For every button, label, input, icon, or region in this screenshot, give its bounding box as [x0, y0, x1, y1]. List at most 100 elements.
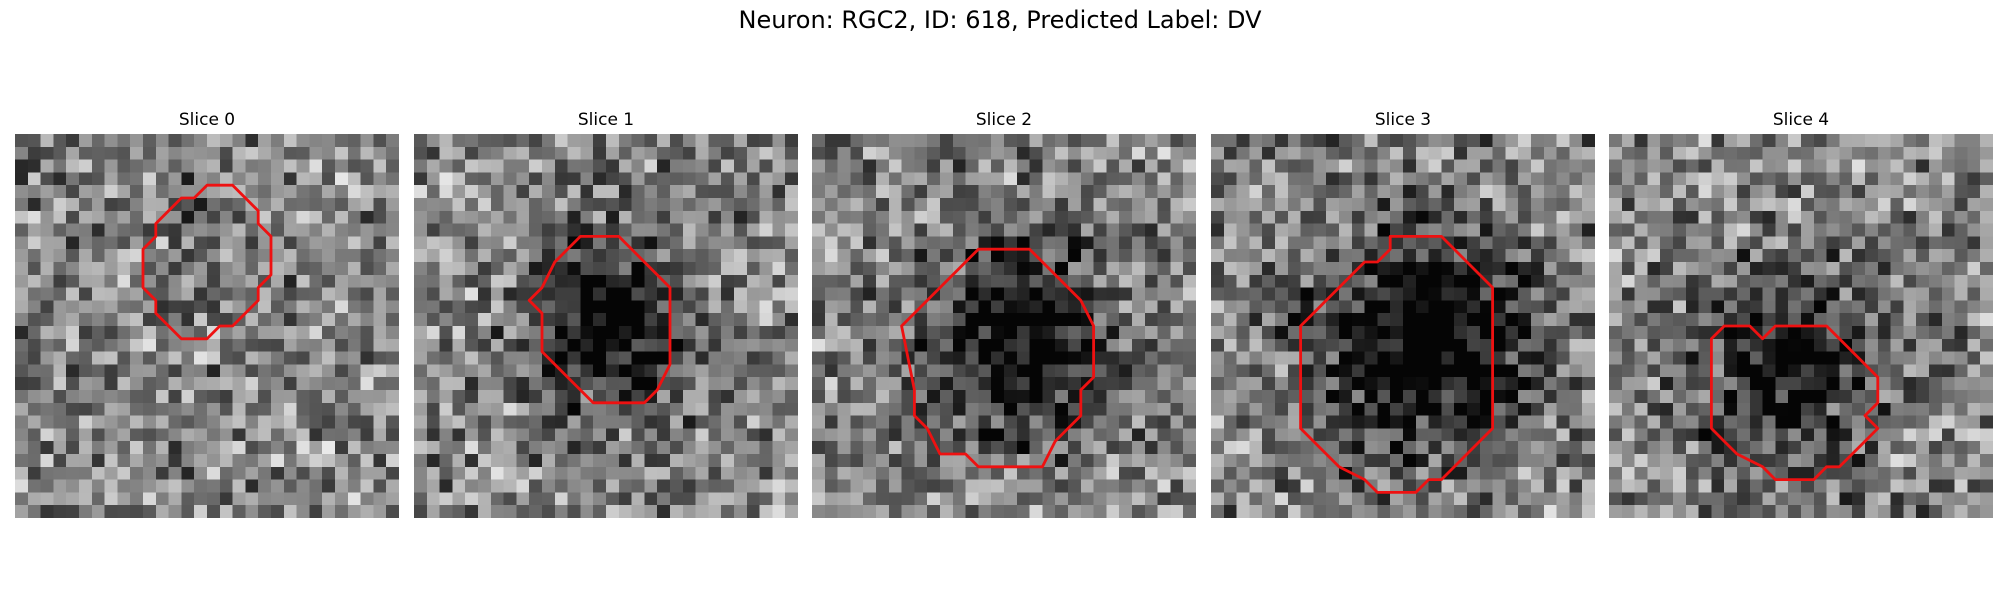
- pixel: [682, 198, 696, 212]
- pixel: [1236, 134, 1250, 148]
- pixel: [426, 185, 440, 199]
- pixel: [1300, 377, 1314, 391]
- pixel: [1698, 236, 1712, 250]
- pixel: [1569, 428, 1583, 442]
- pixel: [439, 313, 453, 327]
- pixel: [1454, 287, 1468, 301]
- pixel: [785, 210, 798, 224]
- pixel: [1954, 236, 1968, 250]
- pixel: [1826, 300, 1840, 314]
- pixel: [631, 313, 645, 327]
- pixel: [91, 210, 105, 224]
- pixel: [1428, 262, 1442, 276]
- pixel: [682, 313, 696, 327]
- pixel: [759, 377, 773, 391]
- pixel: [876, 172, 890, 186]
- pixel: [1300, 172, 1314, 186]
- pixel: [232, 159, 246, 173]
- pixel: [322, 351, 336, 365]
- pixel: [863, 505, 877, 518]
- pixel: [245, 249, 259, 263]
- pixel: [1505, 428, 1519, 442]
- pixel: [1647, 185, 1661, 199]
- pixel: [952, 454, 966, 468]
- pixel: [1826, 210, 1840, 224]
- pixel: [1711, 390, 1725, 404]
- contour-outline: [141, 183, 273, 341]
- pixel: [1877, 210, 1891, 224]
- pixel: [1211, 198, 1225, 212]
- pixel: [283, 287, 297, 301]
- pixel: [1157, 313, 1171, 327]
- pixel: [168, 300, 182, 314]
- pixel: [27, 454, 41, 468]
- pixel: [1479, 262, 1493, 276]
- pixel: [1609, 441, 1623, 455]
- pixel: [554, 351, 568, 365]
- pixel: [1029, 415, 1043, 429]
- pixel: [1762, 428, 1776, 442]
- pixel: [1454, 236, 1468, 250]
- pixel: [1144, 415, 1158, 429]
- pixel: [1698, 454, 1712, 468]
- pixel: [27, 466, 41, 480]
- pixel: [1890, 249, 1904, 263]
- pixel: [1119, 262, 1133, 276]
- pixel: [1698, 364, 1712, 378]
- pixel: [386, 236, 399, 250]
- pixel: [347, 236, 361, 250]
- pixel: [1505, 198, 1519, 212]
- pixel: [1454, 313, 1468, 327]
- pixel: [734, 364, 748, 378]
- pixel: [130, 236, 144, 250]
- pixel: [414, 390, 428, 404]
- pixel: [1106, 415, 1120, 429]
- pixel: [143, 313, 157, 327]
- pixel: [1313, 249, 1327, 263]
- pixel: [529, 159, 543, 173]
- pixel: [1492, 338, 1506, 352]
- pixel: [1249, 377, 1263, 391]
- pixel: [1351, 249, 1365, 263]
- pixel: [1941, 492, 1955, 506]
- pixel: [1801, 146, 1815, 160]
- pixel: [15, 402, 29, 416]
- pixel: [1029, 390, 1043, 404]
- pixel: [1080, 441, 1094, 455]
- pixel: [1826, 505, 1840, 518]
- pixel: [130, 249, 144, 263]
- pixel: [516, 338, 530, 352]
- pixel: [490, 249, 504, 263]
- pixel: [644, 159, 658, 173]
- pixel: [850, 274, 864, 288]
- pixel: [1390, 159, 1404, 173]
- pixel: [772, 274, 786, 288]
- pixel: [927, 351, 941, 365]
- pixel: [15, 505, 29, 518]
- pixel: [580, 326, 594, 340]
- pixel: [1004, 415, 1018, 429]
- pixel: [1170, 300, 1184, 314]
- pixel: [452, 172, 466, 186]
- pixel: [708, 185, 722, 199]
- pixel: [785, 402, 798, 416]
- pixel: [1339, 210, 1353, 224]
- pixel: [104, 262, 118, 276]
- pixel: [296, 338, 310, 352]
- pixel: [1492, 377, 1506, 391]
- pixel: [503, 428, 517, 442]
- pixel: [1132, 466, 1146, 480]
- pixel: [1609, 146, 1623, 160]
- pixel: [1351, 198, 1365, 212]
- pixel: [1403, 479, 1417, 493]
- pixel: [772, 313, 786, 327]
- pixel: [1890, 479, 1904, 493]
- pixel: [682, 262, 696, 276]
- pixel: [1801, 287, 1815, 301]
- pixel: [759, 274, 773, 288]
- pixel: [1390, 198, 1404, 212]
- pixel: [1454, 338, 1468, 352]
- pixel: [414, 428, 428, 442]
- pixel: [1068, 326, 1082, 340]
- pixel: [1660, 505, 1674, 518]
